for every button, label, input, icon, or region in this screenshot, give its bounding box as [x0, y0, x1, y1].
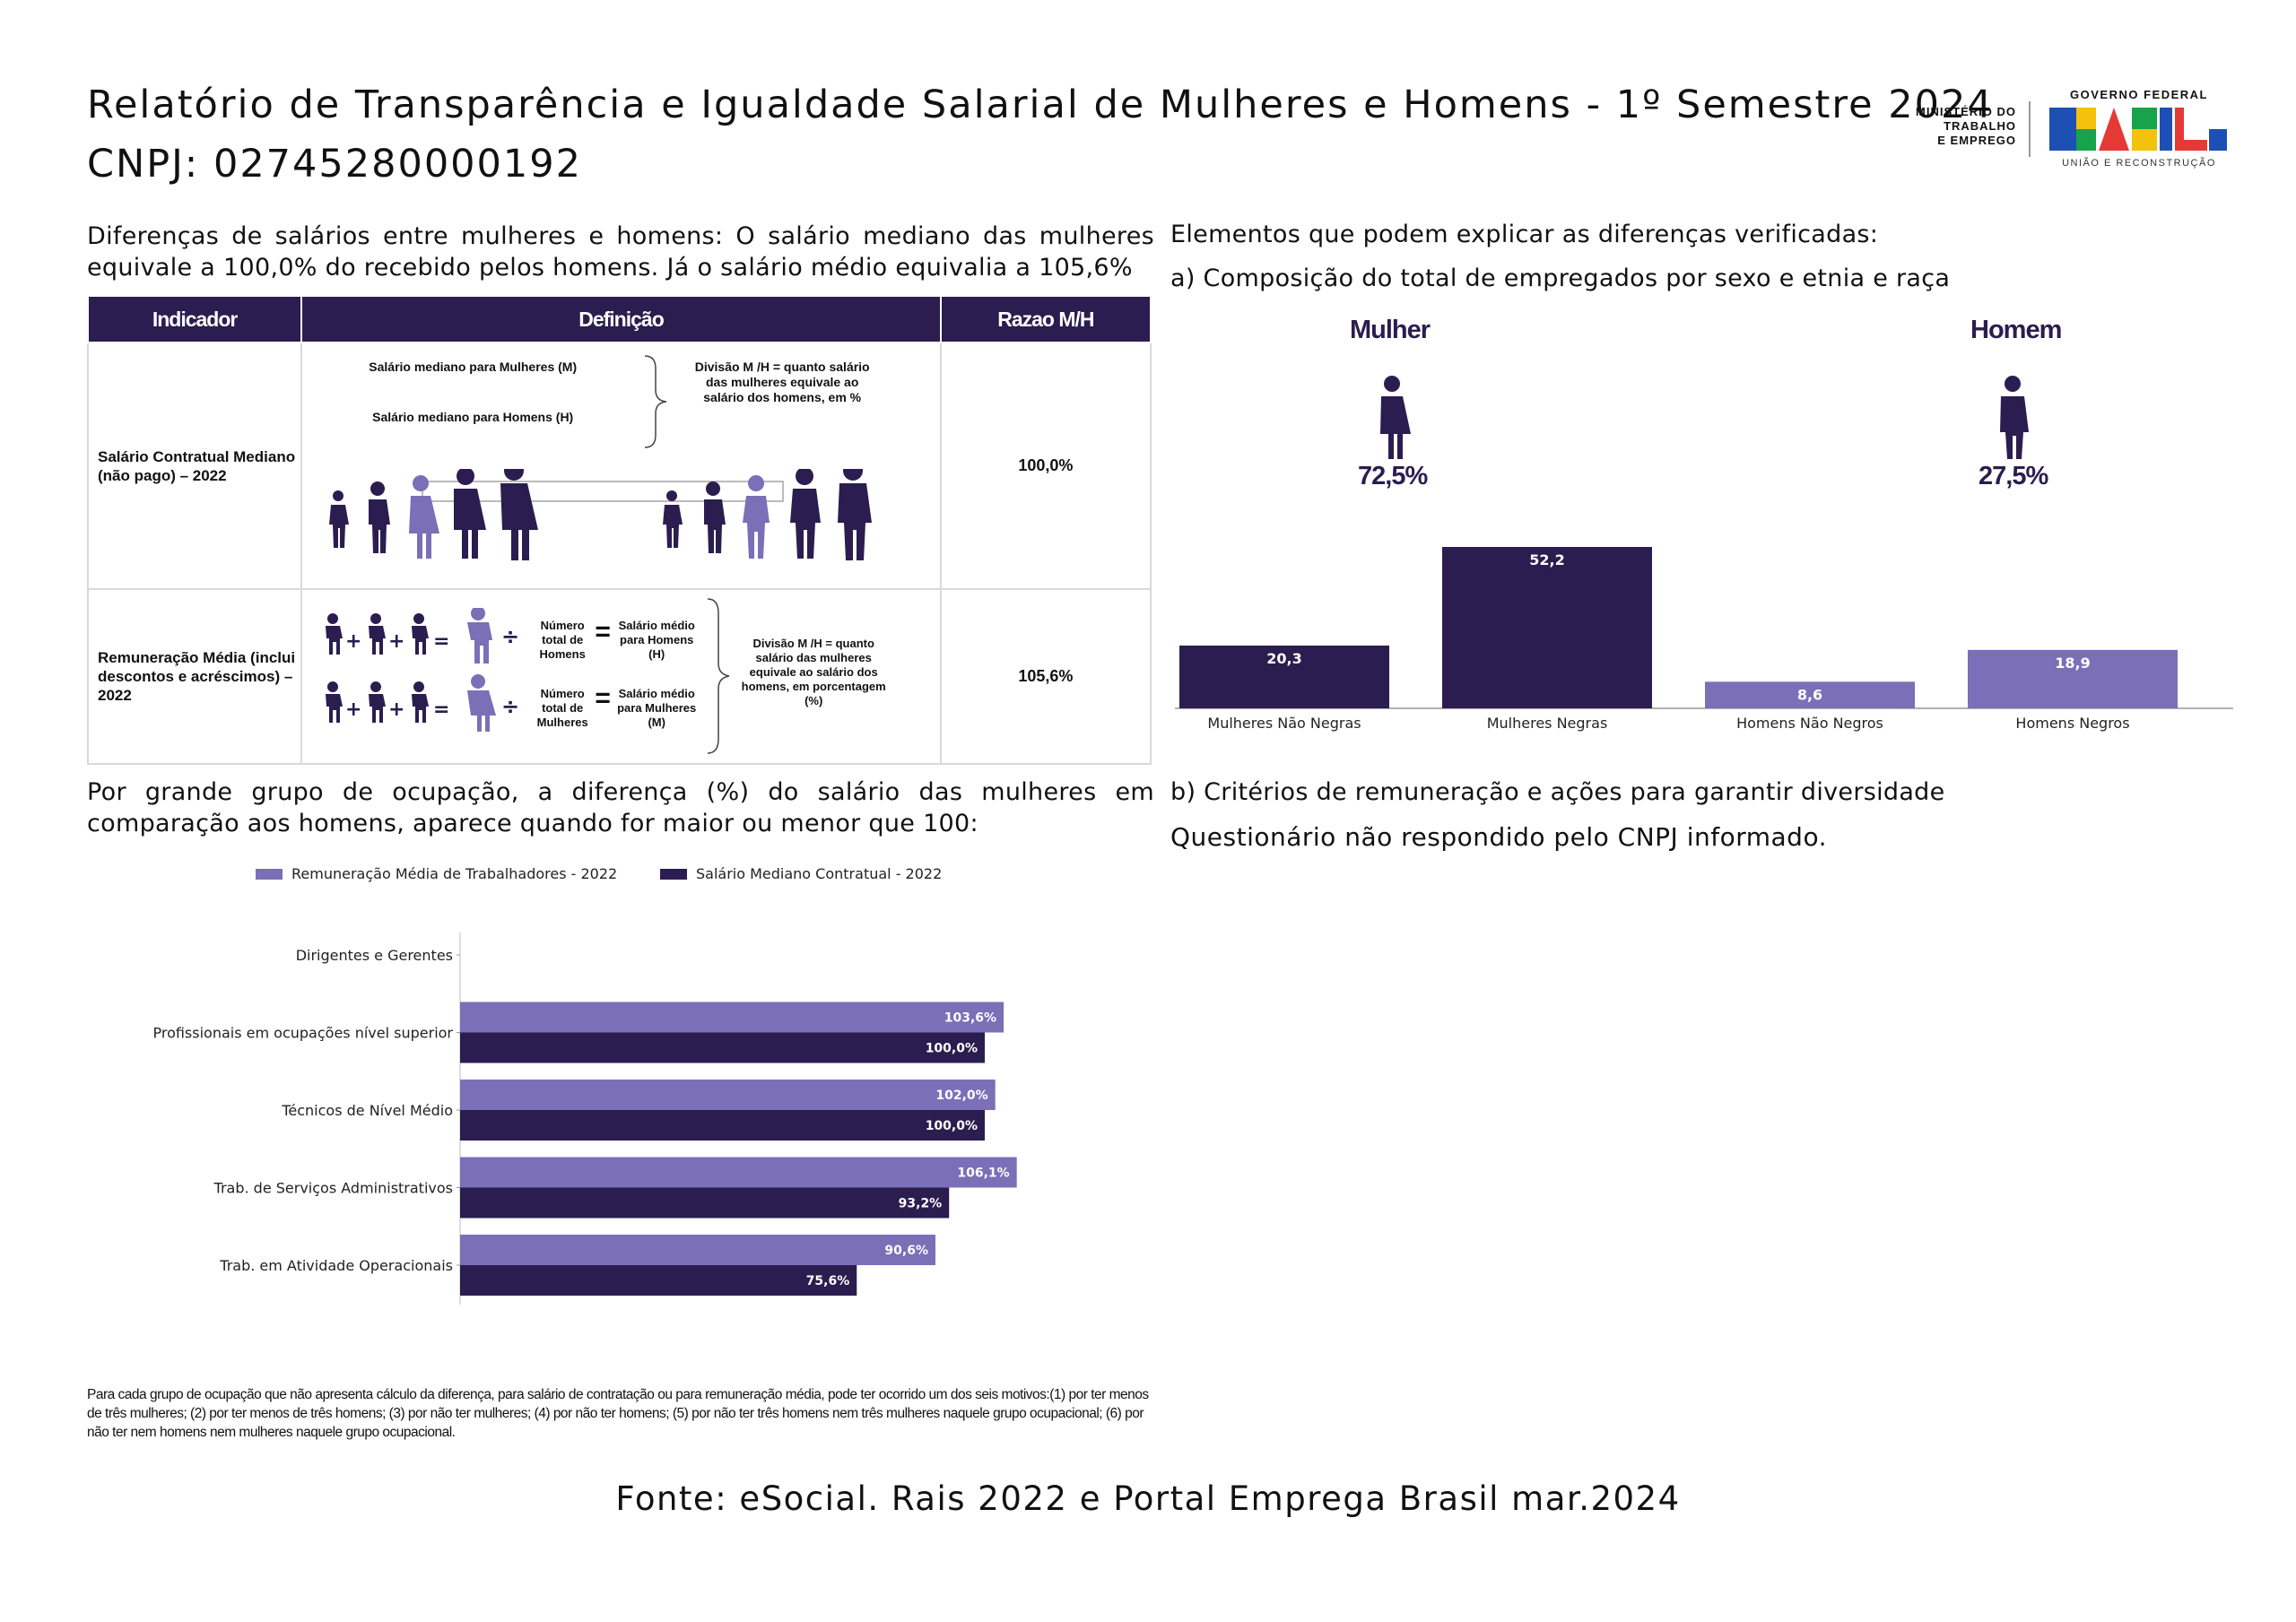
criteria-title: b) Critérios de remuneração e ações para…: [1170, 778, 1945, 806]
average-division-note: Divisão M /H = quanto salário das mulher…: [741, 637, 886, 707]
row-average-label: Remuneração Média (inclui descontos e ac…: [86, 588, 303, 765]
legend-label: Salário Mediano Contratual - 2022: [696, 865, 942, 882]
occupation-bar-label: 102,0%: [935, 1089, 987, 1103]
occupation-intro: Por grande grupo de ocupação, a diferenç…: [87, 778, 1154, 837]
svg-text:+: +: [388, 630, 404, 653]
composition-bar-label: 18,9: [2055, 655, 2090, 672]
row-median-label: Salário Contratual Mediano (não pago) – …: [86, 342, 303, 590]
occupation-category-label: Dirigentes e Gerentes: [296, 947, 453, 964]
composition-bar-label: 20,3: [1266, 650, 1301, 667]
gov-federal-label: GOVERNO FEDERAL: [2070, 88, 2208, 101]
salary-difference-intro: Diferenças de salários entre mulheres e …: [87, 222, 1154, 282]
criteria-text: Questionário não respondido pelo CNPJ in…: [1170, 822, 1827, 852]
composition-bar-chart: 20,3 Mulheres Não Negras 52,2 Mulheres Negr…: [1175, 547, 2233, 732]
composition-bar-label: 8,6: [1797, 686, 1822, 703]
header-indicador: Indicador: [86, 295, 303, 343]
indicator-table: Indicador Definição Razao M/H Salário Co…: [86, 295, 1152, 765]
composition-category-label: Homens Não Negros: [1736, 715, 1883, 732]
svg-text:÷: ÷: [501, 694, 519, 719]
occupation-bar-label: 106,1%: [957, 1167, 1009, 1181]
man-icon: [2000, 376, 2029, 459]
svg-text:+: +: [345, 698, 361, 721]
equals-sign-women: =: [595, 683, 611, 713]
occupation-bar: [460, 1235, 936, 1265]
gov-slogan-label: UNIÃO E RECONSTRUÇÃO: [2062, 158, 2216, 169]
svg-text:+: +: [388, 698, 404, 721]
occupation-bar: [460, 1187, 950, 1219]
occupation-footnote: Para cada grupo de ocupação que não apre…: [87, 1387, 1149, 1440]
composition-bar: [1179, 646, 1389, 708]
brace-icon-2: [708, 598, 730, 754]
cnpj-label: CNPJ: 02745280000192: [87, 142, 582, 186]
explain-elements-title: Elementos que podem explicar as diferenç…: [1170, 221, 1879, 248]
ministry-logo-text: MINISTÉRIO DO TRABALHO E EMPREGO: [1873, 105, 2016, 148]
composition-category-label: Mulheres Negras: [1487, 715, 1608, 732]
composition-bar: [1705, 681, 1915, 708]
composition-bar-label: 52,2: [1529, 551, 1564, 568]
occupation-category-label: Profissionais em ocupações nível superio…: [152, 1025, 453, 1042]
composition-subtitle: a) Composição do total de empregados por…: [1170, 265, 1951, 292]
avg-women-text: Salário médio para Mulheres (M): [617, 687, 697, 729]
occupation-category-label: Trab. de Serviços Administrativos: [213, 1180, 453, 1197]
brace-icon: [645, 355, 667, 448]
women-label: Mulher: [1350, 316, 1431, 344]
occupation-category-label: Trab. em Atividade Operacionais: [219, 1257, 453, 1274]
brasil-logo: [2049, 108, 2227, 151]
occupation-bar-label: 93,2%: [899, 1197, 943, 1211]
men-percentage: 27,5%: [1979, 462, 2048, 490]
report-title: Relatório de Transparência e Igualdade S…: [87, 82, 1994, 127]
occupation-bar: [460, 1265, 857, 1296]
sum-equation-illustration: + + = + + = ÷ ÷: [326, 608, 519, 732]
legend-swatch: [256, 869, 283, 880]
total-women-text: Número total de Mulheres: [536, 687, 588, 729]
occupation-bar: [460, 1157, 1017, 1188]
occupation-bar: [460, 1110, 985, 1141]
occupation-bar-label: 100,0%: [926, 1042, 978, 1056]
occupation-bar: [460, 1080, 996, 1110]
occupation-bar-label: 90,6%: [884, 1244, 928, 1258]
svg-text:=: =: [433, 630, 449, 653]
occupation-bar: [460, 1032, 985, 1063]
occupation-bar-label: 103,6%: [944, 1011, 996, 1026]
logo-divider: [2029, 101, 2031, 157]
ministry-line-3: E EMPREGO: [1937, 134, 2016, 147]
people-group-illustration: [329, 469, 873, 560]
equals-sign-men: =: [595, 617, 611, 646]
svg-text:+: +: [345, 630, 361, 653]
row-median-value: 100,0%: [939, 342, 1152, 590]
row-median-definition: Salário mediano para Mulheres (M) Salári…: [300, 342, 942, 590]
legend-label: Remuneração Média de Trabalhadores - 202…: [291, 865, 617, 882]
composition-category-label: Homens Negros: [2015, 715, 2129, 732]
occupation-category-label: Técnicos de Nível Médio: [281, 1102, 453, 1119]
header-definicao: Definição: [300, 295, 942, 343]
total-men-text: Número total de Homens: [539, 619, 586, 661]
occupation-bar-label: 75,6%: [806, 1274, 850, 1288]
row-average-value: 105,6%: [939, 588, 1152, 765]
median-men-text: Salário mediano para Homens (H): [372, 410, 574, 424]
median-women-text: Salário mediano para Mulheres (M): [369, 360, 578, 374]
svg-text:÷: ÷: [501, 624, 519, 649]
row-average-definition: + + = + + = ÷ ÷: [300, 588, 942, 765]
ministry-line-2: TRABALHO: [1944, 119, 2016, 133]
composition-bar: [1442, 547, 1652, 708]
legend-swatch: [660, 869, 687, 880]
avg-men-text: Salário médio para Homens (H): [618, 619, 695, 661]
women-percentage: 72,5%: [1358, 462, 1428, 490]
woman-icon: [1380, 376, 1411, 459]
occupation-bar-label: 100,0%: [926, 1119, 978, 1133]
composition-bar: [1968, 649, 2178, 708]
composition-category-label: Mulheres Não Negras: [1207, 715, 1361, 732]
median-division-note: Divisão M /H = quanto salário das mulher…: [694, 360, 870, 404]
svg-text:=: =: [433, 698, 449, 721]
men-label: Homem: [1970, 316, 2062, 344]
data-source: Fonte: eSocial. Rais 2022 e Portal Empre…: [615, 1479, 1681, 1518]
occupation-bar-chart: Remuneração Média de Trabalhadores - 202…: [152, 865, 1017, 1305]
occupation-bar: [460, 1002, 1004, 1033]
header-razao: Razao M/H: [939, 295, 1152, 343]
ministry-line-1: MINISTÉRIO DO: [1916, 105, 2016, 118]
